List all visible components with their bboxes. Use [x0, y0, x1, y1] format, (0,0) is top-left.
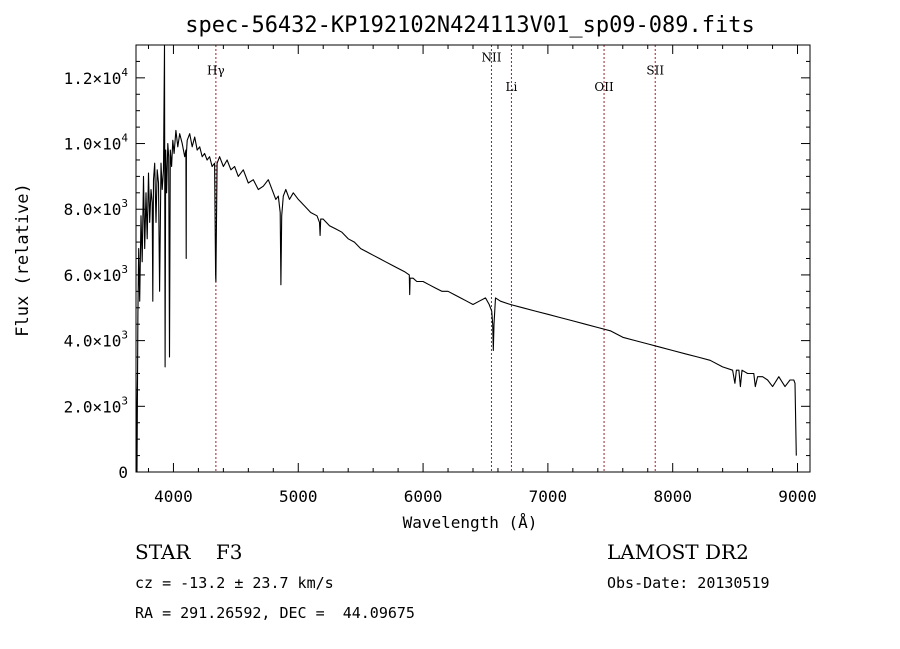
obs-date: Obs-Date: 20130519 [607, 574, 770, 592]
line-markers: Hγ NII Li OII SII [207, 45, 664, 472]
redshift-text: cz = -13.2 ± 23.7 km/s [135, 574, 334, 592]
line-marker-label: SII [646, 64, 664, 78]
x-tick-label: 9000 [778, 487, 817, 506]
x-tick-label: 4000 [154, 487, 193, 506]
line-marker-label: NII [481, 50, 501, 64]
spectrum-line [135, 44, 797, 473]
y-tick-label: 6.0×103 [64, 263, 128, 285]
y-tick-label: 1.0×104 [64, 132, 129, 154]
coordinates-text: RA = 291.26592, DEC = 44.09675 [135, 604, 415, 622]
x-tick-label: 6000 [404, 487, 443, 506]
y-tick-label: 4.0×103 [64, 329, 128, 351]
plot-frame [135, 44, 811, 473]
x-axis-label: Wavelength (Å) [403, 513, 538, 532]
y-axis: 0 2.0×103 4.0×103 6.0×103 8.0×103 1.0×104 1.2×… [64, 60, 810, 482]
series-layer [135, 44, 797, 473]
x-tick-label: 5000 [279, 487, 318, 506]
y-axis-label: Flux (relative) [13, 183, 33, 337]
line-marker-label: OII [594, 80, 614, 94]
spectrum-chart: spec-56432-KP192102N424113V01_sp09-089.f… [13, 13, 817, 532]
x-axis: 4000 5000 6000 7000 8000 9000 [147, 45, 817, 506]
object-class: STAR F3 [135, 540, 243, 564]
y-tick-label: 8.0×103 [64, 197, 128, 219]
x-tick-label: 8000 [653, 487, 692, 506]
y-tick-label: 1.2×104 [64, 66, 129, 88]
survey-label: LAMOST DR2 [607, 540, 749, 564]
y-tick-label: 0 [118, 463, 128, 482]
chart-title: spec-56432-KP192102N424113V01_sp09-089.f… [185, 13, 755, 38]
x-tick-label: 7000 [529, 487, 568, 506]
y-tick-label: 2.0×103 [64, 394, 128, 416]
line-marker-label: Li [506, 80, 518, 94]
line-marker-label: Hγ [207, 64, 225, 78]
